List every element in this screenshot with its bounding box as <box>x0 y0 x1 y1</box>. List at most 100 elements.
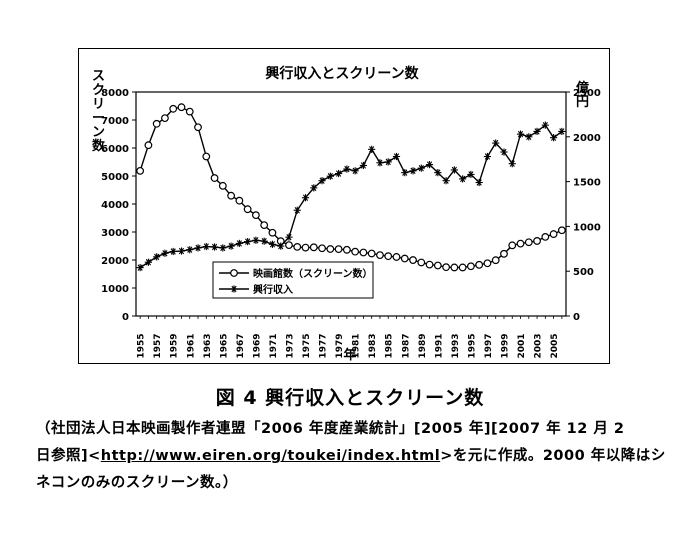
screens-data-point <box>508 241 517 250</box>
box-office-data-point <box>194 244 202 252</box>
x-tick-label: 1989 <box>418 333 428 358</box>
box-office-data-point <box>334 169 343 178</box>
box-office-data-point <box>252 236 260 244</box>
box-office-data-point <box>277 242 285 250</box>
x-tick-label: 2003 <box>534 333 544 358</box>
screens-data-point <box>285 241 293 250</box>
box-office-data-point <box>219 244 227 252</box>
x-tick-label: 2001 <box>517 333 527 358</box>
screens-data-point <box>425 260 434 269</box>
right-y-tick-label: 1000 <box>573 222 601 233</box>
x-axis-label: 年 <box>343 347 356 363</box>
source-link[interactable]: http://www.eiren.org/toukei/index.html <box>100 448 441 464</box>
box-office-data-point <box>549 134 558 142</box>
box-office-data-point <box>541 121 549 129</box>
box-office-data-point <box>483 152 492 161</box>
box-office-data-point <box>202 242 210 251</box>
screens-data-point <box>483 259 492 268</box>
box-office-data-point <box>351 167 359 175</box>
box-office-data-point <box>417 164 425 172</box>
screens-data-point <box>293 242 302 251</box>
screens-data-point <box>491 256 500 265</box>
screens-data-point <box>260 221 269 230</box>
screens-data-point <box>252 211 260 220</box>
box-office-data-point <box>169 247 177 256</box>
box-office-data-point <box>161 249 169 257</box>
left-y-tick-label: 6000 <box>101 144 129 155</box>
x-tick-label: 1969 <box>252 333 262 358</box>
x-tick-label: 1985 <box>385 333 395 358</box>
box-office-data-point <box>384 158 392 166</box>
box-office-data-point <box>392 152 401 161</box>
x-tick-label: 1983 <box>368 333 378 358</box>
left-y-tick-label: 7000 <box>101 116 129 127</box>
box-office-data-point <box>153 253 161 261</box>
box-office-data-point <box>525 133 533 141</box>
box-office-data-point <box>425 160 434 169</box>
screens-data-point <box>243 205 252 214</box>
screens-data-point <box>161 114 169 123</box>
screens-data-point <box>334 245 343 254</box>
box-office-data-point <box>285 233 293 241</box>
box-office-data-point <box>318 177 326 185</box>
left-y-tick-label: 8000 <box>101 88 129 99</box>
x-tick-label: 1955 <box>137 333 147 358</box>
box-office-data-point <box>268 240 277 248</box>
left-y-tick-label: 1000 <box>101 284 129 295</box>
screens-data-point <box>342 245 351 254</box>
x-tick-label: 1991 <box>434 333 444 358</box>
screens-data-point <box>227 191 235 200</box>
screens-data-point <box>194 123 202 132</box>
x-tick-label: 1995 <box>467 333 477 358</box>
screens-data-point <box>467 262 475 271</box>
screens-data-point <box>136 166 145 175</box>
x-tick-label: 1987 <box>401 333 411 358</box>
x-tick-label: 1959 <box>170 333 180 358</box>
box-office-data-point <box>516 130 525 138</box>
x-tick-label: 1971 <box>269 333 279 358</box>
screens-data-point <box>549 230 558 238</box>
screens-data-point <box>376 251 384 260</box>
caption-line-2: 日参照]<http://www.eiren.org/toukei/index.h… <box>36 444 676 465</box>
legend-asterisk-marker <box>230 285 238 293</box>
x-tick-label: 1967 <box>236 333 246 358</box>
box-office-data-point <box>450 166 458 174</box>
right-y-tick-label: 500 <box>573 267 594 278</box>
screens-data-point <box>458 263 467 272</box>
box-office-data-point <box>500 148 508 156</box>
box-office-data-point <box>409 167 417 175</box>
x-tick-label: 1965 <box>219 333 229 358</box>
box-office-data-point <box>558 127 566 136</box>
x-tick-label: 2005 <box>550 333 560 358</box>
left-y-tick-label: 0 <box>122 312 129 323</box>
screens-data-point <box>218 181 227 190</box>
x-tick-label: 1963 <box>203 333 213 358</box>
left-y-tick-label: 2000 <box>101 256 129 267</box>
caption-line-1: （社団法人日本映画製作者連盟「2006 年度産業統計」[2005 年][2007… <box>36 421 625 437</box>
right-axis-label: 億円 <box>576 80 589 110</box>
box-office-data-point <box>310 184 318 192</box>
screens-data-point <box>318 244 326 253</box>
screens-data-point <box>169 104 178 113</box>
box-office-data-point <box>177 247 186 255</box>
box-office-data-point <box>442 177 450 185</box>
screens-data-point <box>500 249 508 258</box>
x-tick-label: 1973 <box>285 333 295 358</box>
box-office-data-point <box>508 160 516 168</box>
screens-data-point <box>417 258 426 267</box>
legend-circle-marker <box>230 269 238 277</box>
screens-data-point <box>442 263 450 272</box>
screens-data-point <box>409 256 417 264</box>
screens-data-point <box>384 252 393 261</box>
box-office-data-point <box>475 178 483 187</box>
screens-data-point <box>516 239 525 248</box>
legend-label: 興行収入 <box>253 283 293 296</box>
box-office-data-point <box>401 169 409 177</box>
screens-data-point <box>541 232 550 241</box>
screens-data-point <box>185 107 194 116</box>
box-office-data-point <box>260 237 268 245</box>
box-office-data-point <box>459 175 467 183</box>
screens-data-point <box>450 263 459 272</box>
box-office-data-point <box>235 239 243 248</box>
